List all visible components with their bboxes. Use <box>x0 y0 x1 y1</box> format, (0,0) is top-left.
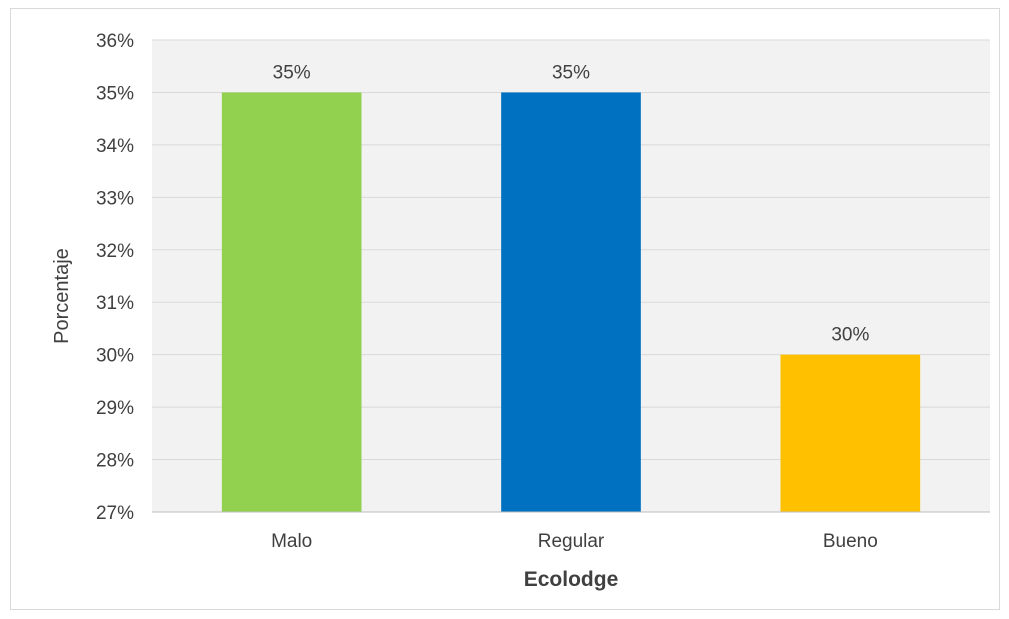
x-axis-ticks: Malo Regular Bueno <box>271 531 878 552</box>
y-tick-label: 27% <box>96 503 134 524</box>
bar-bueno <box>780 354 921 512</box>
x-tick-label: Malo <box>271 531 312 552</box>
data-label: 35% <box>552 62 590 83</box>
y-tick-label: 33% <box>96 188 134 209</box>
bars <box>221 92 921 512</box>
y-axis-title: Porcentaje <box>51 248 73 344</box>
data-label: 35% <box>273 62 311 83</box>
x-tick-label: Regular <box>538 531 605 552</box>
y-tick-label: 29% <box>96 398 134 419</box>
y-tick-label: 36% <box>96 31 134 52</box>
bar-malo <box>221 92 362 512</box>
y-tick-label: 35% <box>96 83 134 104</box>
x-axis-title: Ecolodge <box>524 568 619 591</box>
y-tick-label: 34% <box>96 136 134 157</box>
y-tick-label: 32% <box>96 241 134 262</box>
y-tick-label: 30% <box>96 346 134 367</box>
x-tick-label: Bueno <box>823 531 878 552</box>
y-tick-label: 31% <box>96 293 134 314</box>
y-tick-label: 28% <box>96 451 134 472</box>
data-labels: 35% 35% 30% <box>273 62 870 345</box>
y-axis-ticks: 27% 28% 29% 30% 31% 32% 33% 34% 35% 36% <box>96 31 134 524</box>
data-label: 30% <box>831 325 869 346</box>
bar-regular <box>501 92 641 512</box>
